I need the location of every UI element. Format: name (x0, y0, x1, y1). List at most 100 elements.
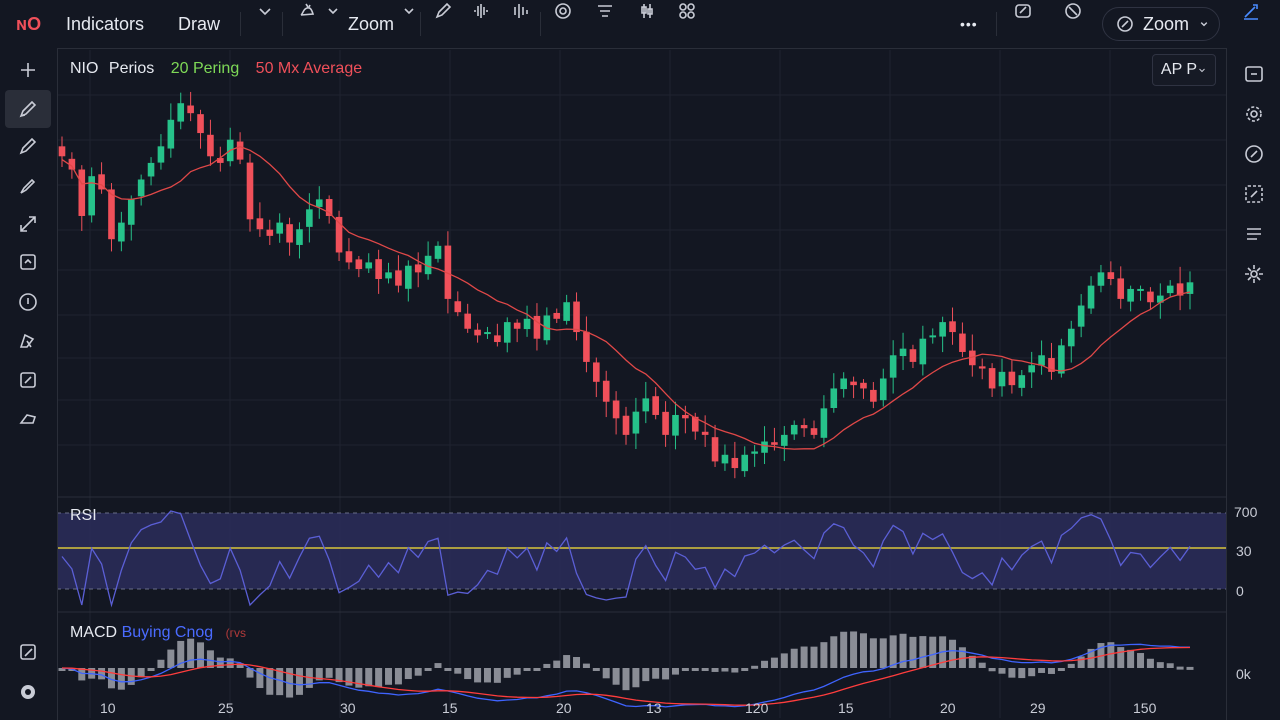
candle (1137, 285, 1144, 301)
macd-histogram-bar (1008, 668, 1016, 678)
macd-histogram-bar (632, 668, 640, 688)
candle (523, 305, 531, 337)
candle-body (533, 315, 541, 339)
candle (365, 253, 373, 273)
x-axis-tick-label: 29 (1030, 700, 1046, 716)
compass-icon[interactable] (1062, 0, 1084, 22)
candle (573, 292, 580, 341)
candle (929, 328, 937, 344)
candle-body (484, 332, 491, 335)
macd-histogram-bar (375, 668, 383, 688)
candle-body (1048, 358, 1055, 372)
candle-body (1117, 278, 1125, 299)
draw-button[interactable]: Draw (178, 13, 221, 34)
macd-histogram-bar (1176, 666, 1184, 670)
macd-histogram-bar (978, 662, 986, 668)
shape-tool-icon[interactable] (12, 402, 44, 434)
bars-icon[interactable] (510, 0, 532, 22)
info-icon[interactable] (12, 286, 44, 318)
candle-body (889, 355, 897, 378)
measure-icon[interactable] (12, 246, 44, 278)
gear-icon[interactable] (1240, 260, 1268, 288)
macd-signal-line (61, 646, 1191, 706)
candle (395, 255, 402, 293)
candle-body (454, 301, 462, 313)
rsi-title: RSI (70, 507, 97, 524)
compass-icon[interactable] (1240, 140, 1268, 168)
candle (1008, 360, 1016, 394)
candle (850, 376, 857, 399)
annotation-icon[interactable] (12, 324, 44, 356)
indicators-button[interactable]: Indicators (66, 13, 145, 34)
pencil-icon[interactable] (432, 0, 454, 22)
macd-histogram-bar (1166, 663, 1174, 668)
candle (414, 252, 422, 288)
macd-tick: 0k (1236, 666, 1251, 682)
candle (355, 255, 363, 278)
candle-body (88, 176, 95, 216)
candle-body (860, 382, 867, 389)
screenshot-icon[interactable] (1240, 60, 1268, 88)
ap-dropdown[interactable]: AP P (1152, 54, 1216, 86)
candle-body (642, 398, 650, 412)
macd-histogram-bar (582, 663, 590, 668)
chevron-down-icon[interactable] (398, 0, 420, 22)
candle (988, 363, 996, 397)
pen-tool-icon[interactable] (5, 90, 51, 128)
brush-icon[interactable] (12, 170, 44, 202)
settings-icon[interactable] (12, 676, 44, 708)
macd-histogram-bar (741, 668, 749, 671)
macd-histogram-bar (167, 649, 175, 668)
candle (1048, 342, 1055, 380)
candle-body (751, 451, 758, 454)
more-button[interactable]: ••• (960, 16, 978, 32)
candle-body (118, 222, 125, 242)
candle (177, 92, 185, 130)
waveform-icon[interactable] (470, 0, 492, 22)
text-tool-icon[interactable] (12, 364, 44, 396)
candle (286, 217, 293, 256)
candle (870, 382, 877, 409)
candle (879, 368, 887, 407)
candle-body (899, 348, 907, 357)
candle-body (513, 322, 521, 329)
chevron-down-icon[interactable] (254, 0, 276, 22)
candle (1028, 351, 1035, 388)
macd-histogram-bar (879, 638, 887, 668)
fullscreen-icon[interactable] (1240, 180, 1268, 208)
candle (1157, 283, 1164, 319)
candle (256, 202, 264, 237)
candle-body (682, 414, 689, 419)
chevron-down-icon[interactable] (322, 0, 344, 22)
settings-icon[interactable] (552, 0, 574, 22)
macd-histogram-bar (147, 668, 155, 671)
candle-body (355, 259, 363, 270)
filter-icon[interactable] (594, 0, 616, 22)
layout-icon[interactable] (676, 0, 698, 22)
candle-body (325, 199, 333, 216)
zoom-dropdown[interactable]: Zoom (1102, 7, 1220, 41)
settings-icon[interactable] (1240, 100, 1268, 128)
candle (157, 134, 165, 170)
macd-histogram-bar (404, 668, 412, 680)
edit-icon[interactable] (12, 636, 44, 668)
candle-body (1137, 288, 1144, 291)
list-icon[interactable] (1240, 220, 1268, 248)
alert-icon[interactable] (296, 0, 318, 22)
zoom-button[interactable]: Zoom (348, 13, 395, 34)
candle (513, 319, 521, 343)
candle (1166, 280, 1174, 297)
crosshair-icon[interactable] (12, 54, 44, 86)
pencil-icon[interactable] (12, 130, 44, 162)
expand-icon[interactable] (12, 208, 44, 240)
macd-histogram-bar (523, 668, 531, 671)
app-logo[interactable]: ɴO (16, 13, 42, 34)
macd-histogram-bar (345, 668, 353, 686)
drawing-tool-icon[interactable] (1240, 0, 1262, 22)
snapshot-icon[interactable] (1012, 0, 1034, 22)
candle (217, 146, 224, 172)
candle-body (988, 368, 996, 389)
candle-body (593, 362, 600, 382)
candle-icon[interactable] (636, 0, 658, 22)
